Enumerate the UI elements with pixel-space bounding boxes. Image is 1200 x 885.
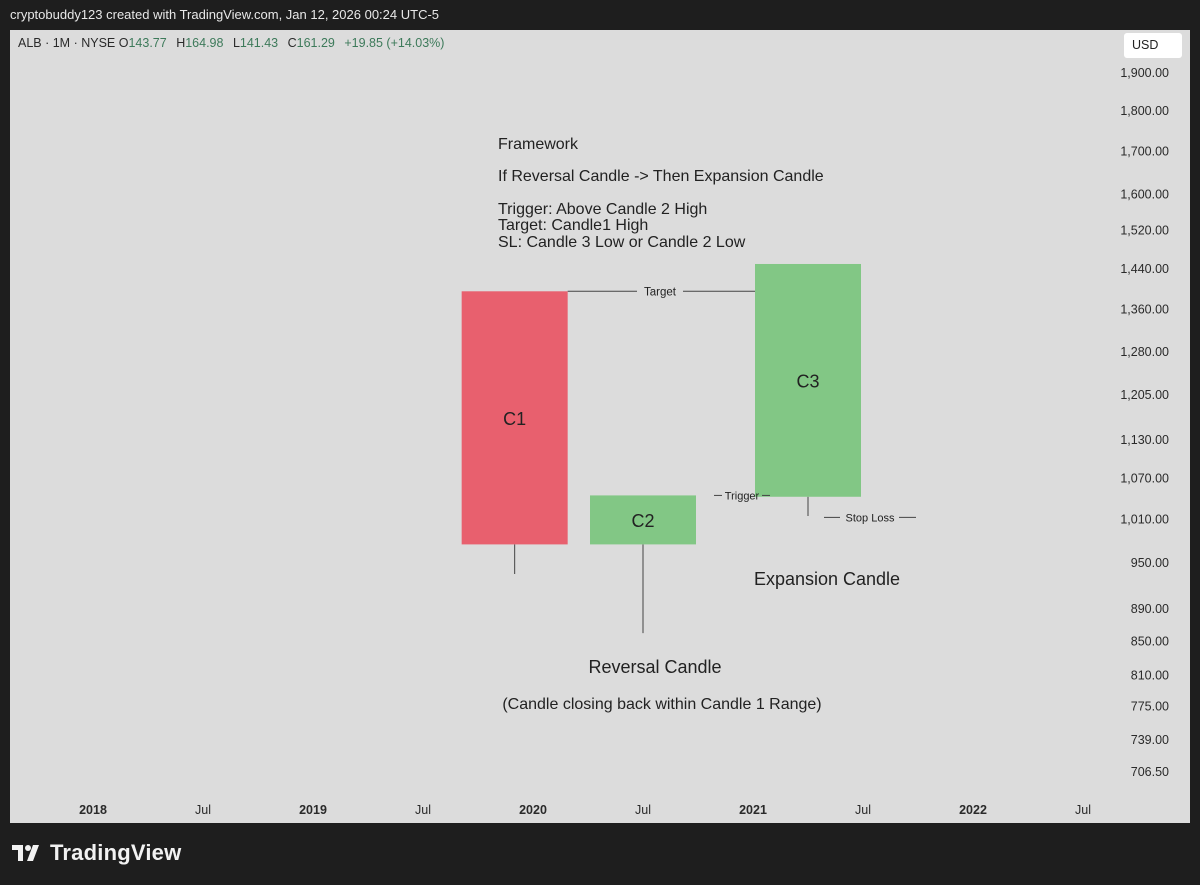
y-axis-tick-label: 1,360.00: [1120, 302, 1169, 316]
y-axis-tick-label: 1,010.00: [1120, 512, 1169, 526]
y-axis-tick-label: 775.00: [1131, 700, 1169, 714]
expansion-candle-label: Expansion Candle: [754, 569, 900, 589]
footer-bar: TradingView: [0, 823, 1200, 885]
y-axis-tick-label: 810.00: [1131, 668, 1169, 682]
candle-c3-body: [755, 263, 861, 497]
y-axis-tick-label: 1,205.00: [1120, 388, 1169, 402]
y-axis-tick-label: 1,130.00: [1120, 433, 1169, 447]
close-value: 161.29: [296, 36, 335, 50]
y-axis-tick-label: 1,700.00: [1120, 145, 1169, 159]
y-axis-tick-label: 1,280.00: [1120, 345, 1169, 359]
low-label: L: [232, 36, 240, 50]
reversal-candle-label: Reversal Candle: [588, 657, 721, 677]
candle-c1-body: [461, 291, 568, 545]
high-label: H: [176, 36, 186, 50]
candle-c3-label: C3: [796, 371, 819, 391]
attribution-text: cryptobuddy123 created with TradingView.…: [10, 7, 440, 22]
change-value: +19.85 (+14.03%): [344, 36, 445, 50]
y-axis-tick-label: 1,520.00: [1120, 224, 1169, 238]
y-axis-tick-label: 1,800.00: [1120, 104, 1169, 118]
target-label: Target: [644, 286, 677, 298]
high-value: 164.98: [185, 36, 224, 50]
y-axis-tick-label: 739.00: [1131, 733, 1169, 747]
y-axis-tick-label: 850.00: [1131, 634, 1169, 648]
target-rule: Target: Candle1 High: [498, 217, 648, 234]
trigger-label: Trigger: [725, 490, 760, 502]
low-value: 141.43: [239, 36, 279, 50]
y-axis-tick-label: 890.00: [1131, 602, 1169, 616]
x-axis-tick-label: Jul: [415, 803, 431, 817]
candle-c1-label: C1: [503, 409, 526, 429]
x-axis-tick-label: Jul: [855, 803, 871, 817]
x-axis-tick-label: Jul: [635, 803, 651, 817]
currency-button[interactable]: USD: [1124, 33, 1182, 58]
candle-c2-body: [590, 495, 696, 545]
reversal-candle-note: (Candle closing back within Candle 1 Ran…: [502, 696, 821, 713]
chart-area[interactable]: 1,900.00 1,800.00 1,700.00 1,600.00 1,520.00…: [10, 30, 1190, 823]
tradingview-logo-icon: [12, 845, 39, 861]
y-axis-tick-label: 706.50: [1131, 765, 1169, 779]
symbol-name: ALB · 1M · NYSE: [18, 36, 116, 50]
brand-name: TradingView: [50, 840, 182, 865]
close-label: C: [287, 36, 297, 50]
framework-title: Framework: [498, 136, 579, 153]
x-axis-tick-label: 2021: [739, 803, 767, 817]
x-axis-tick-label: 2018: [79, 803, 107, 817]
x-axis-tick-label: 2020: [519, 803, 547, 817]
trigger-rule: Trigger: Above Candle 2 High: [498, 201, 707, 218]
x-axis-tick-label: 2022: [959, 803, 987, 817]
price-chart[interactable]: 1,900.00 1,800.00 1,700.00 1,600.00 1,520.00…: [10, 30, 1190, 823]
x-axis-tick-label: Jul: [195, 803, 211, 817]
attribution-bar: cryptobuddy123 created with TradingView.…: [0, 0, 1200, 30]
x-axis-tick-label: 2019: [299, 803, 327, 817]
sl-rule: SL: Candle 3 Low or Candle 2 Low: [498, 234, 746, 251]
candle-c2-label: C2: [631, 511, 654, 531]
y-axis-tick-label: 1,600.00: [1120, 187, 1169, 201]
symbol-legend: ALB · 1M · NYSE O143.77 H164.98 L141.43 …: [18, 36, 444, 50]
open-label: O: [118, 36, 129, 50]
y-axis-tick-label: 1,070.00: [1120, 472, 1169, 486]
y-axis-tick-label: 1,440.00: [1120, 262, 1169, 276]
framework-rule: If Reversal Candle -> Then Expansion Can…: [498, 168, 824, 185]
y-axis-tick-label: 950.00: [1131, 556, 1169, 570]
x-axis-tick-label: Jul: [1075, 803, 1091, 817]
y-axis-tick-label: 1,900.00: [1120, 66, 1169, 80]
stop-loss-label: Stop Loss: [846, 512, 895, 524]
open-value: 143.77: [128, 36, 167, 50]
tradingview-brand[interactable]: TradingView: [12, 840, 181, 866]
